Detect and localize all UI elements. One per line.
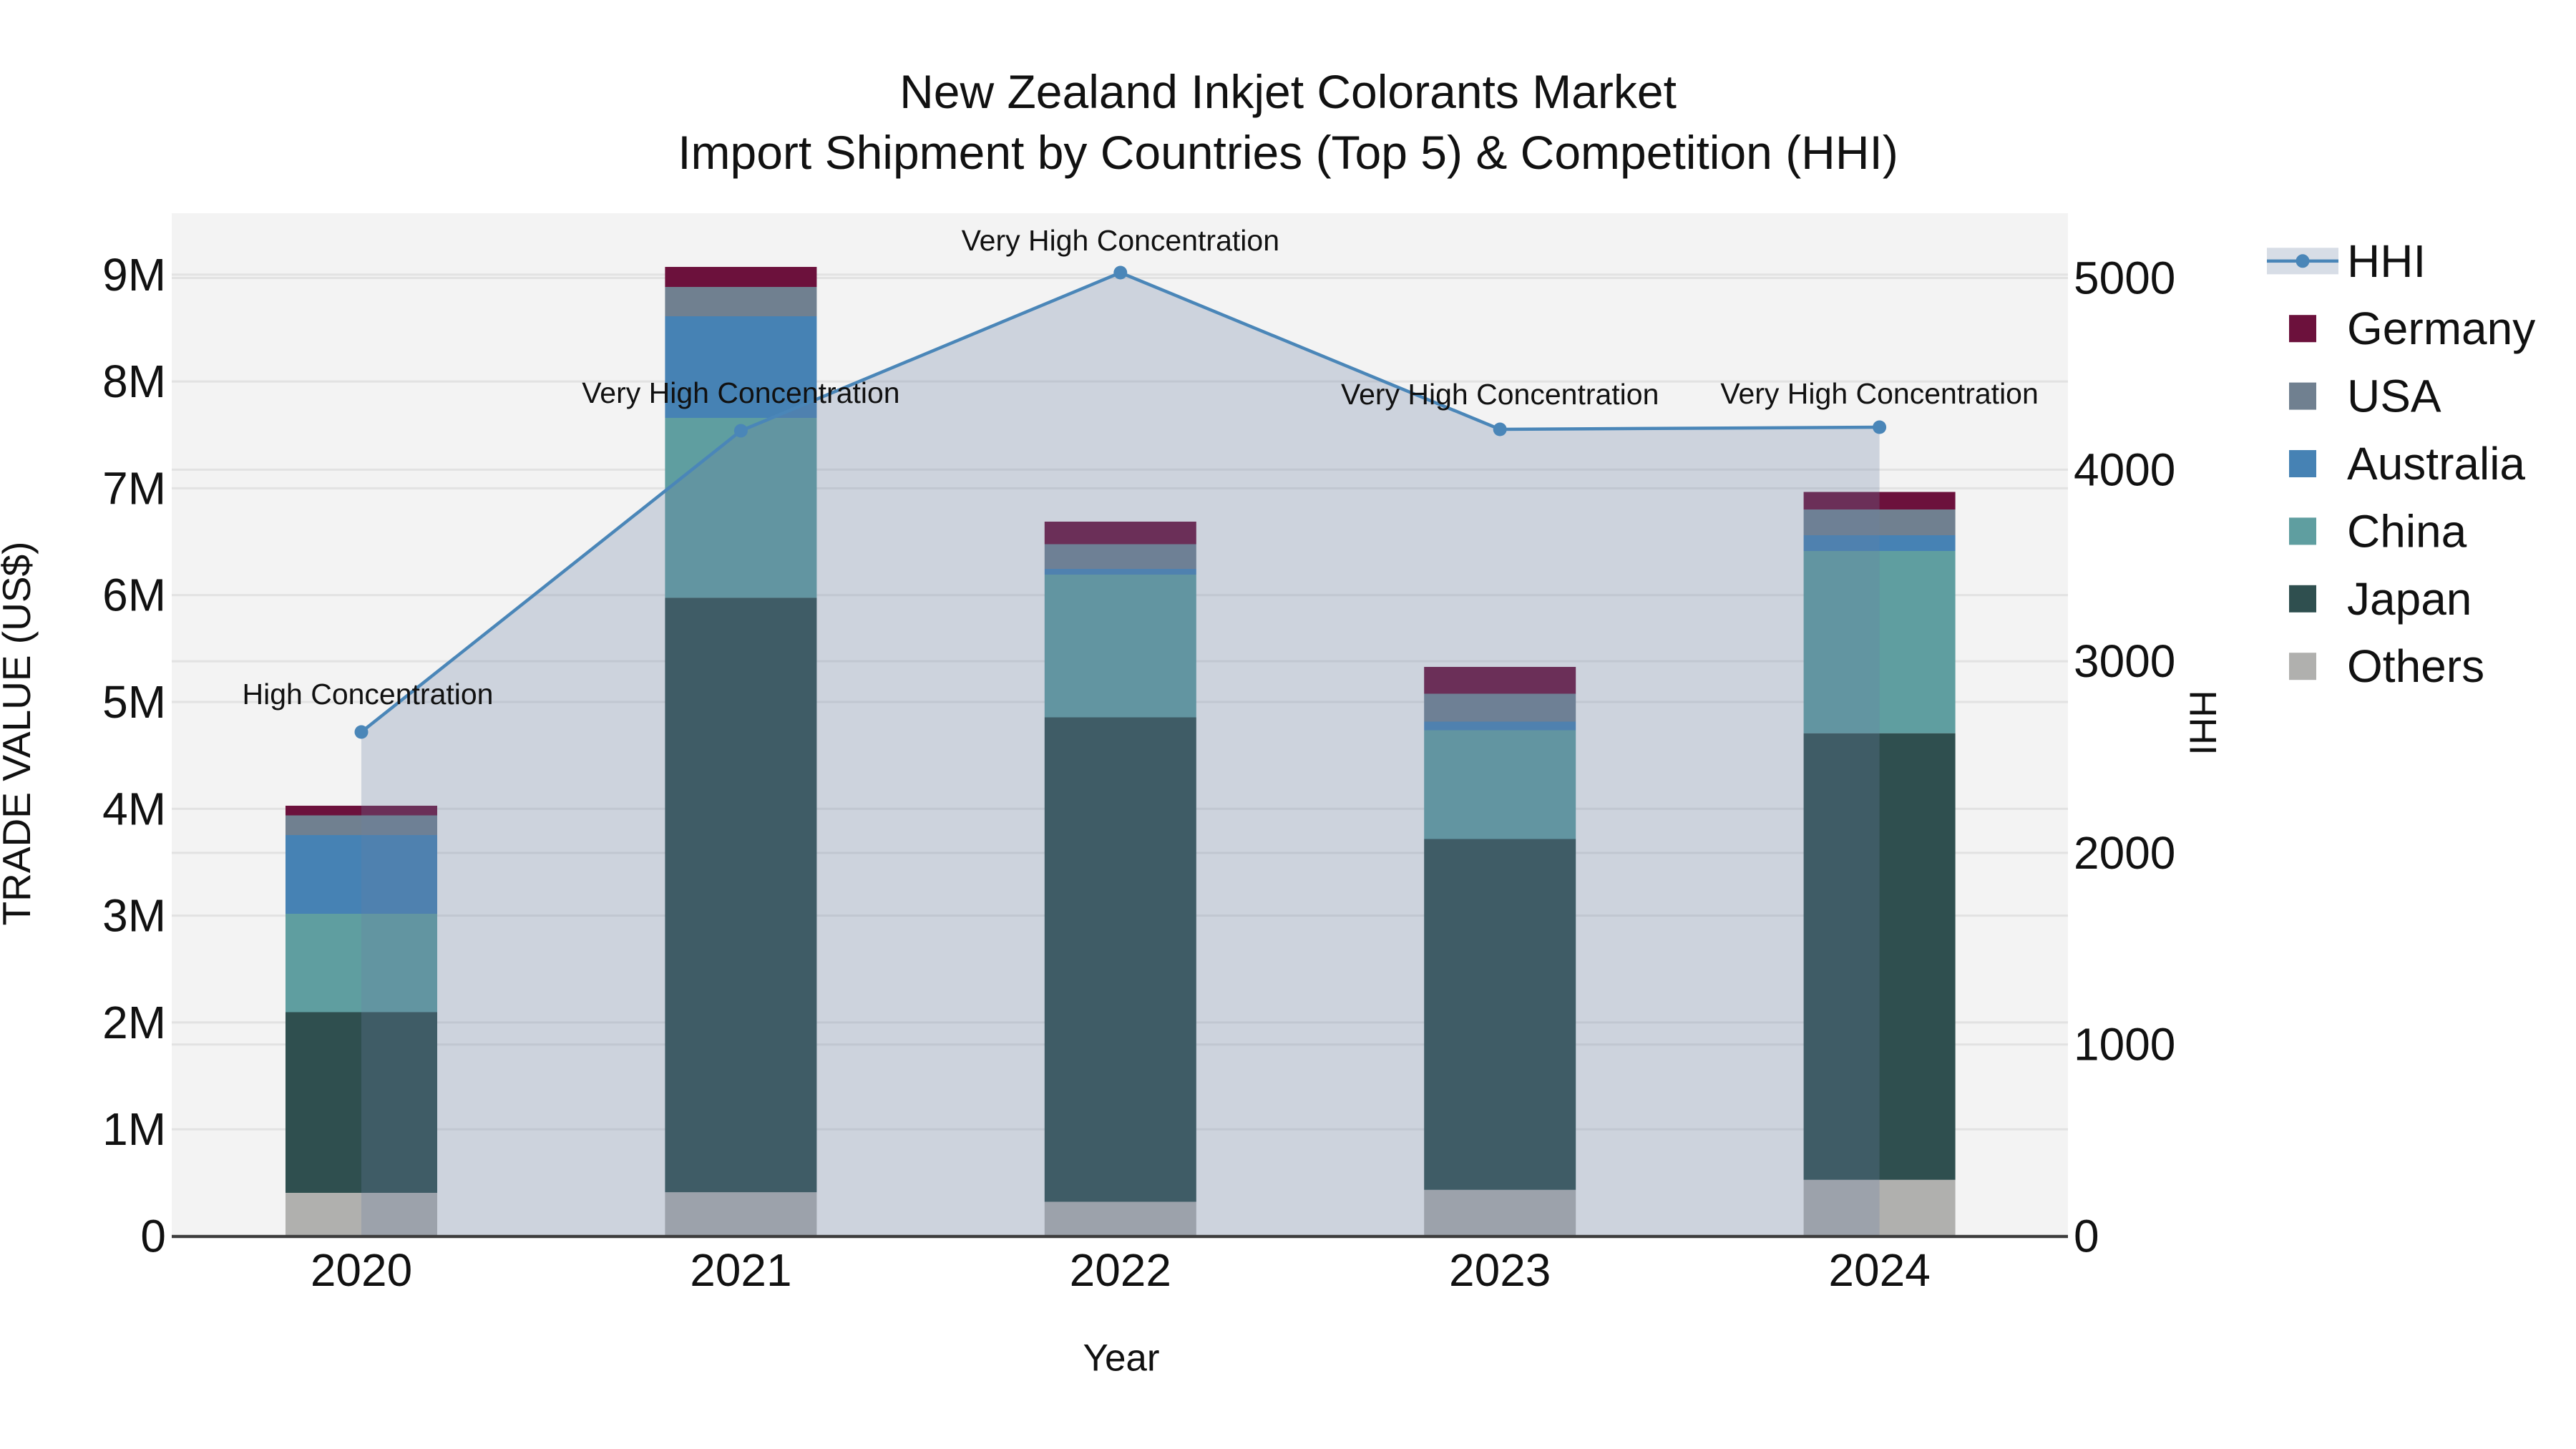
svg-text:Australia: Australia bbox=[2347, 438, 2525, 489]
svg-text:3M: 3M bbox=[102, 890, 166, 942]
svg-text:High Concentration: High Concentration bbox=[243, 678, 494, 711]
svg-text:2021: 2021 bbox=[690, 1244, 791, 1296]
svg-text:Very High Concentration: Very High Concentration bbox=[962, 224, 1279, 257]
svg-text:Very High Concentration: Very High Concentration bbox=[1720, 377, 2038, 410]
svg-text:Germany: Germany bbox=[2347, 303, 2535, 354]
svg-text:4M: 4M bbox=[102, 783, 166, 834]
svg-text:8M: 8M bbox=[102, 356, 166, 407]
svg-text:5000: 5000 bbox=[2074, 253, 2175, 304]
svg-text:2022: 2022 bbox=[1070, 1244, 1171, 1296]
svg-text:TRADE VALUE (US$): TRADE VALUE (US$) bbox=[0, 542, 39, 926]
svg-text:0: 0 bbox=[140, 1211, 166, 1262]
svg-text:Very High Concentration: Very High Concentration bbox=[1341, 378, 1659, 411]
svg-text:1000: 1000 bbox=[2074, 1019, 2175, 1070]
svg-text:9M: 9M bbox=[102, 249, 166, 301]
svg-text:2023: 2023 bbox=[1449, 1244, 1551, 1296]
svg-text:China: China bbox=[2347, 505, 2467, 557]
svg-text:6M: 6M bbox=[102, 570, 166, 621]
svg-text:7M: 7M bbox=[102, 462, 166, 514]
svg-text:Year: Year bbox=[1083, 1337, 1159, 1380]
svg-text:3000: 3000 bbox=[2074, 635, 2175, 687]
svg-text:2000: 2000 bbox=[2074, 827, 2175, 879]
svg-text:Japan: Japan bbox=[2347, 573, 2472, 625]
svg-text:2020: 2020 bbox=[311, 1244, 412, 1296]
svg-text:Others: Others bbox=[2347, 640, 2484, 692]
svg-text:4000: 4000 bbox=[2074, 444, 2175, 495]
svg-text:5M: 5M bbox=[102, 676, 166, 728]
svg-text:USA: USA bbox=[2347, 371, 2441, 422]
svg-text:HHI: HHI bbox=[2347, 235, 2426, 287]
svg-text:1M: 1M bbox=[102, 1103, 166, 1155]
svg-text:2024: 2024 bbox=[1828, 1244, 1930, 1296]
svg-text:New Zealand Inkjet Colorants M: New Zealand Inkjet Colorants Market bbox=[899, 65, 1677, 118]
svg-text:Very High Concentration: Very High Concentration bbox=[582, 376, 899, 409]
svg-text:2M: 2M bbox=[102, 997, 166, 1048]
svg-text:Import Shipment by Countries (: Import Shipment by Countries (Top 5) & C… bbox=[678, 126, 1898, 179]
svg-text:HHI: HHI bbox=[2182, 690, 2224, 755]
svg-text:0: 0 bbox=[2074, 1211, 2099, 1262]
